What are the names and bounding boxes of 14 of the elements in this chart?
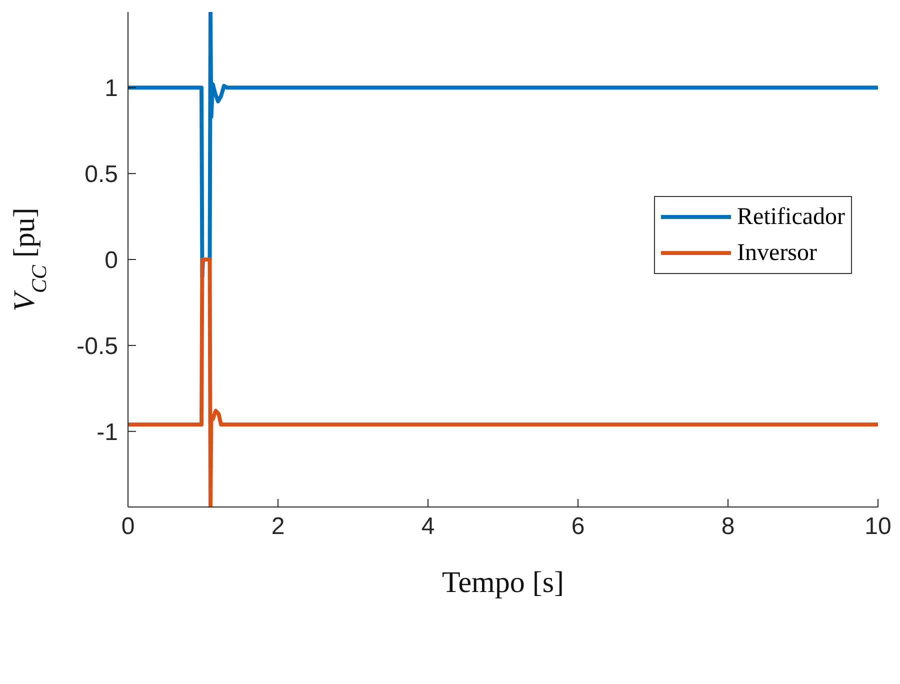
x-tick-label: 4 (421, 513, 435, 540)
y-tick-label: -1 (96, 418, 118, 446)
x-tick-label: 2 (271, 513, 285, 540)
x-tick-label: 8 (721, 513, 735, 540)
x-axis-title: Tempo [s] (442, 566, 564, 599)
line-series (128, 12, 878, 279)
y-tick-label: 0.5 (84, 161, 118, 188)
y-tick-label: -0.5 (76, 332, 118, 360)
x-tick-label: 10 (864, 513, 892, 540)
legend-label: Retificador (737, 204, 845, 230)
y-tick-label: 0 (104, 247, 118, 274)
y-tick-label: 1 (104, 75, 118, 102)
legend-label: Inversor (737, 240, 818, 266)
x-tick-label: 6 (571, 513, 585, 540)
